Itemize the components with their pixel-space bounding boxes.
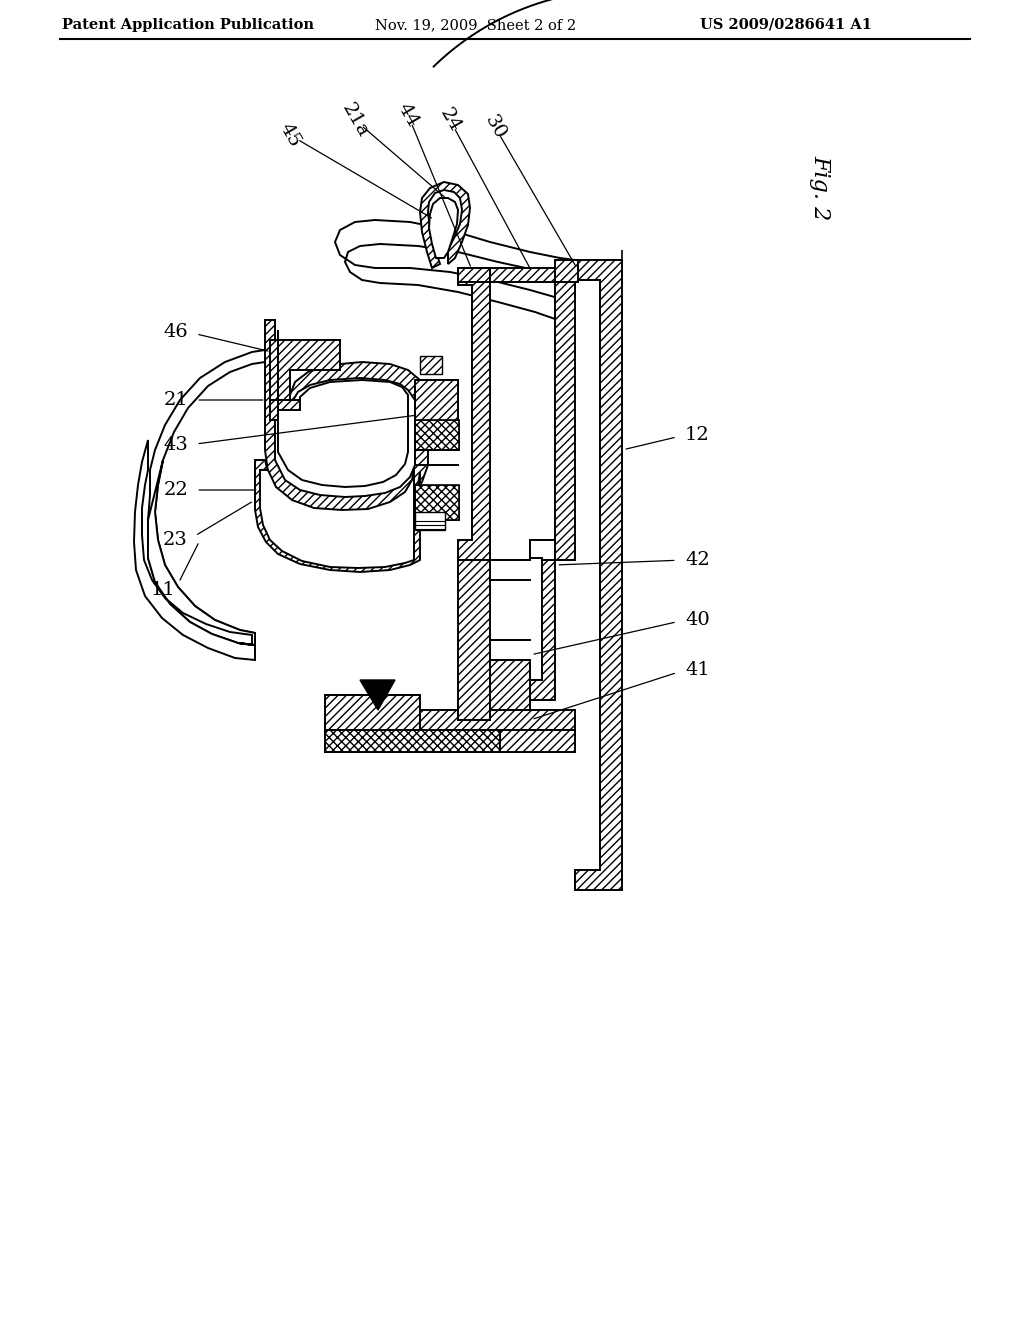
Polygon shape xyxy=(458,268,490,560)
Text: 42: 42 xyxy=(685,550,710,569)
Bar xyxy=(415,420,459,450)
Text: 30: 30 xyxy=(481,112,509,143)
Text: 21: 21 xyxy=(163,391,188,409)
Polygon shape xyxy=(260,469,414,568)
Text: 21a: 21a xyxy=(338,100,372,140)
Polygon shape xyxy=(148,350,265,645)
Polygon shape xyxy=(335,220,575,322)
Polygon shape xyxy=(278,330,408,487)
Polygon shape xyxy=(575,260,622,890)
Polygon shape xyxy=(255,459,420,572)
Polygon shape xyxy=(325,730,575,752)
Polygon shape xyxy=(270,341,340,400)
Text: US 2009/0286641 A1: US 2009/0286641 A1 xyxy=(700,18,872,32)
Bar xyxy=(415,512,445,531)
Bar xyxy=(325,717,500,752)
Text: Patent Application Publication: Patent Application Publication xyxy=(62,18,314,32)
Polygon shape xyxy=(429,198,458,257)
Text: 23: 23 xyxy=(163,531,188,549)
Text: 46: 46 xyxy=(163,323,188,341)
Text: 41: 41 xyxy=(685,661,710,678)
Bar xyxy=(415,420,459,450)
Polygon shape xyxy=(420,710,575,730)
Bar xyxy=(415,484,459,520)
Polygon shape xyxy=(458,560,490,719)
Polygon shape xyxy=(530,540,555,560)
Text: 12: 12 xyxy=(685,426,710,444)
Polygon shape xyxy=(134,440,255,660)
Polygon shape xyxy=(360,680,395,710)
Bar xyxy=(420,356,442,374)
Polygon shape xyxy=(458,268,490,282)
Polygon shape xyxy=(265,319,428,517)
Text: 43: 43 xyxy=(163,436,188,454)
Text: Nov. 19, 2009  Sheet 2 of 2: Nov. 19, 2009 Sheet 2 of 2 xyxy=(375,18,577,32)
Text: 40: 40 xyxy=(685,611,710,630)
Bar xyxy=(415,484,459,520)
Polygon shape xyxy=(490,268,575,282)
Text: 44: 44 xyxy=(394,100,422,131)
Text: Fig. 2: Fig. 2 xyxy=(809,154,831,220)
Polygon shape xyxy=(490,660,530,710)
Polygon shape xyxy=(530,540,555,700)
Text: 11: 11 xyxy=(151,581,175,599)
Polygon shape xyxy=(270,400,319,420)
Polygon shape xyxy=(415,380,458,450)
Polygon shape xyxy=(555,260,578,282)
Polygon shape xyxy=(325,696,420,730)
Text: 24: 24 xyxy=(436,104,464,135)
Polygon shape xyxy=(555,282,575,560)
Polygon shape xyxy=(420,182,470,268)
Text: 22: 22 xyxy=(163,480,188,499)
Text: 45: 45 xyxy=(276,120,304,150)
